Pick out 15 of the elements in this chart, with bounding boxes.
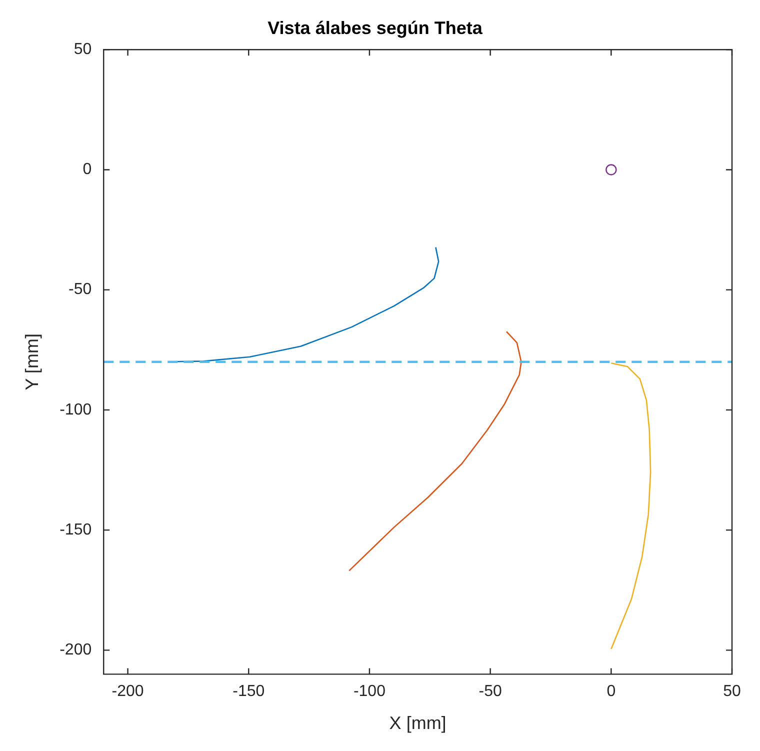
x-tick-label: -150	[232, 683, 265, 700]
chart-title: Vista álabes según Theta	[268, 18, 484, 38]
x-tick-label: -100	[353, 683, 386, 700]
y-tick-label: -200	[60, 642, 92, 659]
x-axis-title: X [mm]	[389, 713, 446, 734]
y-tick-label: -100	[60, 401, 92, 418]
y-tick-label: 0	[82, 161, 92, 178]
x-tick-label: 0	[606, 683, 616, 700]
y-tick-label: 50	[74, 41, 92, 58]
x-tick-label: -200	[112, 683, 144, 700]
y-tick-label: -150	[60, 521, 92, 538]
x-tick-label: -50	[478, 683, 502, 700]
y-axis-title: Y [mm]	[22, 334, 42, 390]
y-tick-label: -50	[68, 281, 92, 298]
x-tick-label: 50	[723, 683, 741, 700]
